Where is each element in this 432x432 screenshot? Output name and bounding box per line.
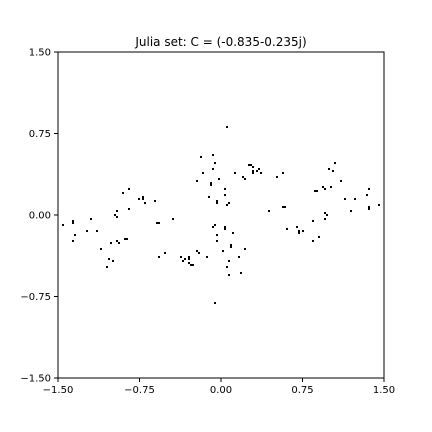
- y-tick-label: −1.50: [20, 374, 51, 385]
- x-axis: −1.50 −0.75 0.00 0.75 1.50: [43, 378, 395, 396]
- x-tick-label: 0.00: [210, 385, 232, 396]
- x-tick-label: 0.75: [291, 385, 313, 396]
- y-axis: −1.50 −0.75 0.00 0.75 1.50: [20, 48, 58, 385]
- chart-title: Julia set: C = (-0.835-0.235j): [134, 35, 306, 49]
- x-tick-label: 1.50: [373, 385, 395, 396]
- x-tick-label: −1.50: [43, 385, 74, 396]
- x-tick-label: −0.75: [124, 385, 155, 396]
- plot-area: [58, 52, 384, 378]
- y-tick-label: 0.00: [29, 211, 51, 222]
- y-tick-label: 0.75: [29, 129, 51, 140]
- y-tick-label: −0.75: [20, 292, 51, 303]
- y-tick-label: 1.50: [29, 48, 51, 59]
